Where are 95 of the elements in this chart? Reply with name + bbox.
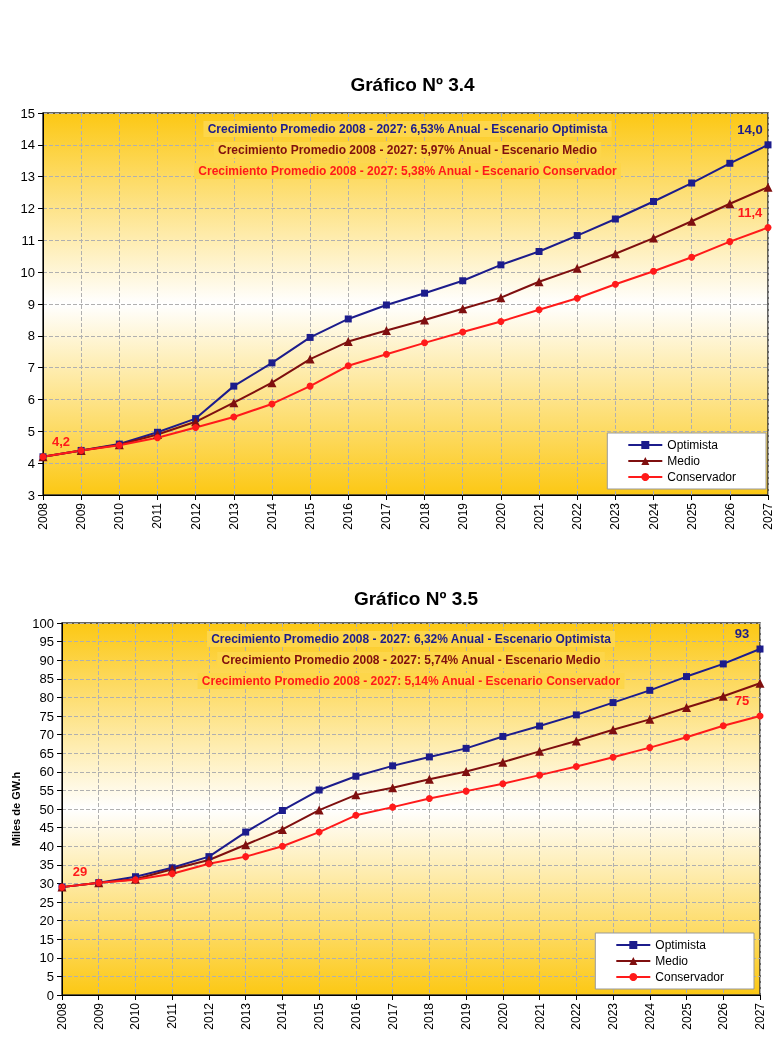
annotation: 14,0 — [737, 121, 763, 137]
y-tick-label: 70 — [39, 727, 54, 743]
y-tick-label: 3 — [27, 487, 35, 503]
x-tick-label: 2015 — [312, 1002, 327, 1030]
x-tick-label: 2013 — [238, 1002, 253, 1030]
x-tick-label: 2011 — [150, 502, 165, 529]
x-tick-label: 2023 — [608, 502, 623, 530]
x-tick-label: 2024 — [642, 1002, 657, 1030]
y-tick-label: 85 — [39, 671, 54, 687]
x-tick-label: 2016 — [341, 502, 356, 530]
legend-label: Medio — [667, 454, 701, 468]
x-tick-label: 2022 — [570, 502, 585, 530]
legend-label: Optimista — [667, 438, 719, 452]
y-tick-label: 11 — [21, 232, 35, 248]
annotation: 29 — [72, 864, 88, 880]
annotation: 4,2 — [51, 433, 71, 449]
y-tick-label: 5 — [27, 423, 35, 439]
legend-label: Conservador — [655, 970, 724, 984]
y-tick-label: 14 — [20, 137, 35, 153]
annotation: 11,4 — [737, 204, 764, 220]
y-tick-label: 6 — [27, 392, 35, 407]
x-tick-label: 2010 — [112, 502, 127, 530]
x-tick-label: 2012 — [201, 1002, 216, 1030]
x-tick-label: 2019 — [455, 502, 470, 530]
y-tick-label: 25 — [39, 894, 54, 910]
x-tick-label: 2009 — [91, 1002, 106, 1030]
annotation: Crecimiento Promedio 2008 - 2027: 5,97% Anual - Escenario Medio — [217, 143, 598, 157]
y-tick-label: 20 — [39, 913, 54, 929]
legend-label: Medio — [655, 954, 689, 968]
x-tick-label: 2020 — [493, 502, 508, 530]
annotation: Crecimiento Promedio 2008 - 2027: 5,14% Anual - Escenario Conservador — [201, 674, 621, 688]
y-tick-label: 40 — [39, 838, 54, 854]
y-tick-label: 7 — [27, 360, 35, 376]
y-tick-label: 15 — [20, 105, 35, 121]
annotation: Crecimiento Promedio 2008 - 2027: 5,38% Anual - Escenario Conservador — [198, 164, 618, 178]
x-tick-label: 2018 — [422, 1002, 437, 1030]
y-tick-label: 30 — [39, 875, 54, 891]
x-tick-label: 2009 — [74, 502, 89, 530]
y-tick-label: 60 — [39, 764, 54, 780]
y-tick-label: 65 — [39, 745, 54, 761]
y-tick-label: 13 — [20, 169, 35, 185]
y-tick-label: 4 — [27, 455, 35, 471]
x-tick-label: 2010 — [128, 1002, 143, 1030]
y-tick-label: 80 — [39, 689, 54, 705]
annotation: Crecimiento Promedio 2008 - 2027: 6,53% Anual - Escenario Optimista — [207, 122, 608, 136]
x-tick-label: 2027 — [753, 1002, 767, 1030]
x-tick-label: 2026 — [716, 1002, 731, 1030]
x-tick-label: 2022 — [569, 1002, 584, 1030]
x-tick-label: 2021 — [532, 1002, 547, 1030]
x-tick-label: 2013 — [226, 502, 241, 530]
y-tick-label: 50 — [39, 801, 54, 817]
x-tick-label: 2014 — [275, 1002, 290, 1030]
x-tick-label: 2012 — [188, 502, 203, 530]
chart-title: Gráfico Nº 3.5 — [353, 588, 479, 609]
x-tick-label: 2011 — [165, 1002, 180, 1029]
annotation: 93 — [734, 626, 750, 642]
x-tick-label: 2026 — [722, 502, 737, 530]
y-tick-label: 100 — [32, 615, 54, 631]
x-tick-label: 2020 — [495, 1002, 510, 1030]
annotation: 75 — [734, 693, 750, 708]
x-tick-label: 2017 — [379, 502, 394, 530]
annotation: Crecimiento Promedio 2008 - 2027: 6,32% Anual - Escenario Optimista — [211, 632, 612, 646]
y-tick-label: 15 — [39, 931, 54, 947]
legend-label: Conservador — [667, 470, 736, 484]
x-tick-label: 2008 — [36, 502, 50, 530]
x-tick-label: 2017 — [385, 1002, 400, 1030]
y-tick-label: 10 — [39, 950, 54, 966]
x-tick-label: 2015 — [303, 502, 318, 530]
annotation: Crecimiento Promedio 2008 - 2027: 5,74% Anual - Escenario Medio — [221, 653, 601, 667]
x-tick-label: 2019 — [459, 1002, 474, 1030]
x-tick-label: 2024 — [646, 502, 661, 530]
y-tick-label: 9 — [27, 296, 35, 312]
chart-title: Gráfico Nº 3.4 — [350, 74, 475, 95]
legend-label: Optimista — [655, 938, 707, 952]
y-axis-title: Miles de GW.h — [9, 771, 22, 847]
x-tick-label: 2018 — [417, 502, 432, 530]
y-tick-label: 0 — [46, 987, 54, 1003]
y-tick-label: 75 — [39, 708, 54, 724]
x-tick-label: 2008 — [55, 1002, 69, 1030]
x-tick-label: 2023 — [606, 1002, 621, 1030]
y-tick-label: 5 — [46, 968, 54, 984]
x-tick-label: 2025 — [679, 1002, 694, 1030]
y-tick-label: 10 — [20, 264, 35, 280]
x-tick-label: 2016 — [348, 1002, 363, 1030]
x-tick-label: 2027 — [761, 502, 774, 530]
y-tick-label: 55 — [39, 782, 54, 798]
y-tick-label: 90 — [39, 652, 54, 668]
y-tick-label: 12 — [20, 201, 35, 216]
x-tick-label: 2025 — [684, 502, 699, 530]
y-tick-label: 35 — [39, 857, 54, 873]
y-tick-label: 8 — [27, 328, 35, 344]
y-tick-label: 45 — [39, 820, 54, 836]
x-tick-label: 2014 — [264, 502, 279, 530]
y-tick-label: 95 — [39, 634, 54, 650]
x-tick-label: 2021 — [532, 502, 547, 530]
